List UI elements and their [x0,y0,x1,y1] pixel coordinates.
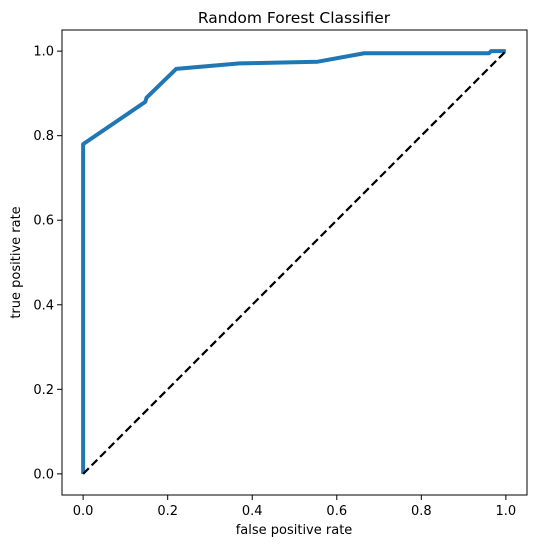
y-tick-label: 0.0 [33,467,54,482]
y-tick-label: 1.0 [33,45,54,60]
chart-title: Random Forest Classifier [198,9,391,27]
axes-layer: 0.0 0.2 0.4 0.6 0.8 1.0 0.0 0.2 0.4 0.6 0.8 1.0 [33,29,528,519]
x-tick-label: 0.4 [242,504,263,519]
x-tick-label: 0.0 [73,504,94,519]
x-tick-label: 0.6 [326,504,347,519]
x-tick-label: 0.8 [411,504,432,519]
x-axis-label: false positive rate [236,523,353,538]
y-tick-label: 0.4 [33,298,54,313]
series-layer [81,49,507,475]
plot-frame [61,29,528,496]
x-tick-label: 0.2 [157,504,178,519]
y-tick-label: 0.8 [33,129,54,144]
y-tick-label: 0.6 [33,214,54,229]
diagonal-reference-line [82,50,507,475]
roc-curve-line [81,49,506,474]
y-axis-label: true positive rate [9,206,24,318]
x-tick-label: 1.0 [496,504,517,519]
y-tick-label: 0.2 [33,383,54,398]
